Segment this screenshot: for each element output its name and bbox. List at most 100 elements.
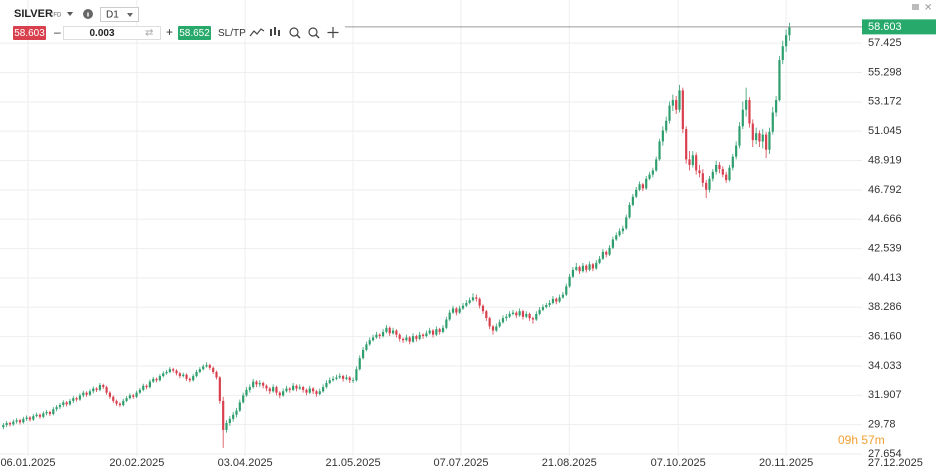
- candle-body: [145, 385, 148, 388]
- candle-body: [748, 100, 751, 124]
- candle-body: [391, 330, 395, 334]
- candle-body: [265, 385, 268, 389]
- candle-body: [771, 112, 774, 132]
- candle-countdown: 09h 57m: [838, 433, 885, 447]
- candle-body: [541, 307, 545, 310]
- candle-body: [248, 387, 251, 390]
- candle-body: [698, 170, 701, 174]
- symbol[interactable]: SILVER: [14, 8, 53, 20]
- window-minimize[interactable]: [912, 4, 919, 10]
- candle-body: [268, 388, 271, 392]
- candle-body: [508, 313, 511, 317]
- candle-body: [758, 133, 761, 142]
- candle-body: [288, 388, 291, 390]
- candle-body: [411, 336, 415, 342]
- sell-button[interactable]: [13, 26, 46, 40]
- candle-body: [132, 395, 135, 397]
- candle-body: [465, 302, 468, 306]
- candle-body: [661, 130, 664, 142]
- candle-body: [538, 309, 541, 314]
- y-tick-label: 31.907: [868, 389, 902, 401]
- candle-body: [361, 349, 365, 359]
- candle-body: [275, 387, 278, 393]
- candle-body: [192, 376, 195, 381]
- candle-body: [45, 411, 48, 414]
- y-tick-label: 55.298: [868, 66, 902, 78]
- window-close[interactable]: ✕: [924, 3, 932, 14]
- candle-body: [112, 396, 115, 401]
- volume-minus[interactable]: –: [54, 25, 61, 39]
- candle-body: [525, 313, 528, 317]
- candle-body: [262, 382, 265, 386]
- x-tick-label: 07.07.2025: [433, 457, 488, 469]
- candle-body: [731, 156, 734, 168]
- candle-body: [608, 247, 611, 255]
- candle-body: [278, 392, 281, 396]
- candle-body: [295, 385, 298, 389]
- candle-body: [148, 381, 151, 388]
- price-axis-bg: [862, 0, 936, 472]
- zoom-out-icon[interactable]: [289, 27, 299, 37]
- candle-body: [505, 316, 508, 319]
- y-tick-label: 40.413: [868, 272, 902, 284]
- candle-body: [48, 411, 52, 415]
- candle-body: [292, 385, 295, 390]
- refresh-icon[interactable]: ⇄: [145, 28, 153, 39]
- symbol-dropdown[interactable]: [67, 12, 73, 16]
- candle-body: [122, 400, 125, 406]
- line-chart-icon[interactable]: [249, 28, 265, 37]
- candle-body: [691, 155, 694, 165]
- sl-tp[interactable]: SL/TP: [218, 28, 246, 39]
- candle-body: [228, 418, 231, 424]
- timeframe-select[interactable]: [100, 7, 139, 22]
- candle-body: [545, 305, 548, 308]
- candle-body: [421, 334, 425, 337]
- candle-body: [568, 276, 571, 287]
- x-tick-label: 20.02.2025: [109, 457, 164, 469]
- candle-body: [745, 100, 748, 110]
- x-tick-label: 06.01.2025: [0, 457, 55, 469]
- candle-body: [585, 265, 588, 270]
- candle-body: [92, 388, 95, 392]
- candle-body: [788, 26, 791, 36]
- candle-body: [302, 387, 305, 390]
- candle-body: [282, 391, 285, 396]
- candle-body: [595, 262, 598, 269]
- candle-body: [5, 423, 8, 426]
- candle-body: [738, 126, 741, 146]
- candle-body: [621, 228, 624, 232]
- candle-body: [491, 326, 495, 331]
- zoom-in-icon[interactable]: [308, 27, 318, 37]
- candle-body: [485, 311, 488, 319]
- timeframe-dropdown: [127, 13, 133, 17]
- y-tick-label: 46.792: [868, 184, 902, 196]
- y-tick-label: 38.286: [868, 301, 902, 313]
- candle-body: [561, 294, 565, 298]
- candle-body: [32, 416, 35, 420]
- volume-plus[interactable]: +: [166, 25, 173, 39]
- toolbar: SILVER CFD D1 58.603 – 0.003 ⇄ + 58.652 …: [13, 3, 932, 40]
- y-tick-label: 48.919: [868, 154, 902, 166]
- grid: [0, 0, 896, 456]
- candle-body: [448, 312, 451, 320]
- candle-body: [195, 371, 198, 377]
- candle-body: [368, 340, 371, 345]
- candle-body: [658, 141, 661, 160]
- candle-body: [22, 418, 25, 423]
- candle-body: [318, 391, 321, 395]
- candle-body: [232, 414, 235, 419]
- crosshair-icon[interactable]: [327, 27, 339, 38]
- buy-button[interactable]: [178, 26, 211, 40]
- candle-body: [575, 267, 578, 270]
- volume-input[interactable]: [63, 26, 161, 40]
- x-tick-label: 20.11.2025: [759, 457, 813, 469]
- candle-body: [605, 251, 608, 255]
- candle-body: [511, 312, 515, 314]
- candle-body: [471, 297, 475, 301]
- candle-body: [688, 159, 691, 165]
- candle-body: [425, 333, 428, 337]
- candle-icon[interactable]: [270, 27, 280, 36]
- x-tick-label: 21.08.2025: [542, 457, 597, 469]
- candle-body: [398, 334, 401, 339]
